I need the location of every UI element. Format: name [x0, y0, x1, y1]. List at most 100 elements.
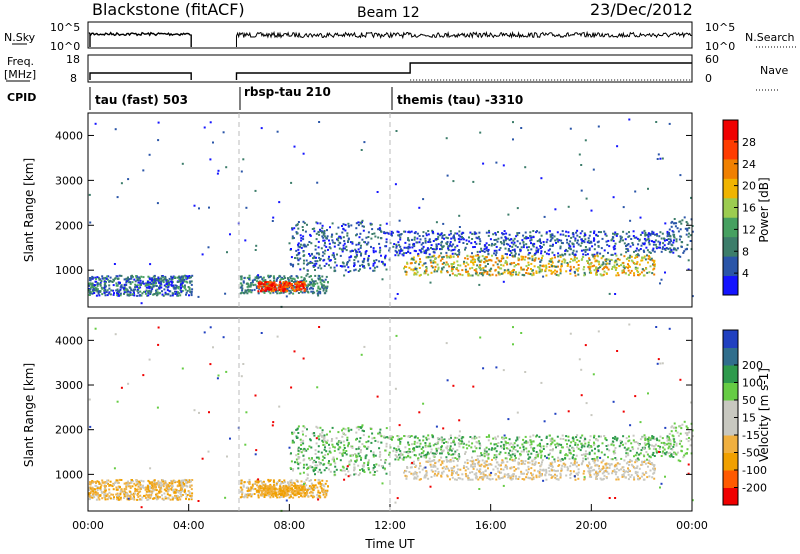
velocity-point: [365, 441, 368, 444]
power-point: [243, 277, 246, 280]
velocity-point: [283, 490, 286, 493]
velocity-point: [332, 445, 335, 448]
velocity-point: [158, 496, 161, 498]
power-point: [361, 221, 363, 224]
velocity-point: [468, 440, 470, 443]
power-point: [148, 290, 151, 292]
velocity-point: [507, 453, 510, 456]
velocity-point: [321, 489, 324, 491]
power-point: [116, 196, 119, 199]
power-point: [425, 266, 428, 268]
velocity-point: [359, 437, 362, 440]
velocity-point: [179, 493, 182, 496]
power-point: [545, 231, 548, 234]
power-point: [539, 268, 542, 271]
power-point: [145, 282, 148, 285]
power-point: [452, 235, 455, 238]
power-point: [428, 238, 431, 241]
velocity-point: [239, 486, 242, 489]
power-point: [303, 243, 306, 246]
power-point: [557, 265, 559, 268]
velocity-point: [286, 481, 289, 484]
power-point: [341, 265, 344, 268]
power-point: [561, 253, 564, 256]
power-point: [440, 252, 443, 255]
power-point: [295, 232, 298, 235]
power-point: [619, 237, 622, 240]
velocity-point: [89, 481, 91, 484]
power-point: [331, 239, 334, 242]
power-point: [260, 127, 263, 130]
velocity-point: [505, 436, 508, 439]
power-point: [513, 248, 516, 251]
power-point: [613, 264, 616, 267]
velocity-point: [355, 448, 358, 451]
power-point: [390, 230, 393, 233]
power-point: [184, 288, 187, 291]
power-point: [499, 241, 502, 243]
power-point: [327, 281, 329, 283]
velocity-point: [659, 445, 662, 448]
power-point: [425, 269, 428, 272]
power-point: [244, 289, 247, 292]
velocity-point: [422, 450, 425, 453]
velocity-point: [314, 464, 317, 467]
power-point: [513, 255, 516, 258]
velocity-point: [575, 436, 578, 439]
power-point: [104, 285, 107, 288]
velocity-point: [136, 488, 139, 491]
power-point: [355, 254, 358, 257]
velocity-point: [288, 490, 290, 493]
velocity-point: [328, 447, 331, 450]
power-point: [584, 246, 587, 248]
power-point: [427, 230, 430, 232]
velocity-point: [416, 441, 419, 444]
power-point: [561, 242, 564, 245]
velocity-point: [452, 438, 455, 441]
power-point: [292, 284, 295, 287]
power-point: [582, 249, 585, 252]
power-point: [430, 261, 433, 264]
velocity-point: [166, 487, 168, 489]
velocity-point: [113, 496, 115, 499]
velocity-point: [299, 438, 302, 441]
power-point: [635, 262, 638, 265]
power-point: [439, 248, 441, 251]
velocity-point: [295, 435, 298, 438]
power-point: [335, 264, 338, 267]
power-point: [633, 262, 636, 265]
power-point: [434, 258, 437, 260]
velocity-point: [428, 442, 431, 445]
velocity-point: [284, 488, 287, 491]
power-point: [573, 256, 576, 259]
velocity-point: [319, 463, 321, 466]
velocity-point: [514, 457, 517, 459]
velocity-point: [668, 437, 671, 440]
power-point: [91, 277, 94, 280]
power-point: [355, 234, 357, 237]
velocity-point: [254, 480, 257, 483]
power-colorbar-segment: [723, 275, 738, 296]
power-point: [533, 242, 536, 245]
noise-trace-segment: [235, 30, 692, 47]
power-point: [296, 223, 299, 226]
power-point: [292, 237, 295, 239]
power-point: [579, 232, 582, 235]
velocity-point: [293, 431, 296, 434]
power-point: [346, 262, 349, 265]
velocity-point: [394, 454, 397, 457]
velocity-point: [513, 446, 516, 448]
freq-trace: [89, 62, 692, 81]
velocity-point: [611, 458, 614, 461]
velocity-point: [291, 431, 293, 434]
power-point: [187, 275, 190, 278]
power-point: [632, 230, 635, 233]
velocity-point: [610, 443, 613, 446]
velocity-point: [408, 450, 411, 453]
power-point: [246, 292, 249, 295]
velocity-point: [578, 440, 581, 443]
power-point: [258, 284, 261, 287]
velocity-point: [178, 482, 181, 485]
power-point: [521, 273, 524, 276]
power-point: [474, 241, 477, 244]
